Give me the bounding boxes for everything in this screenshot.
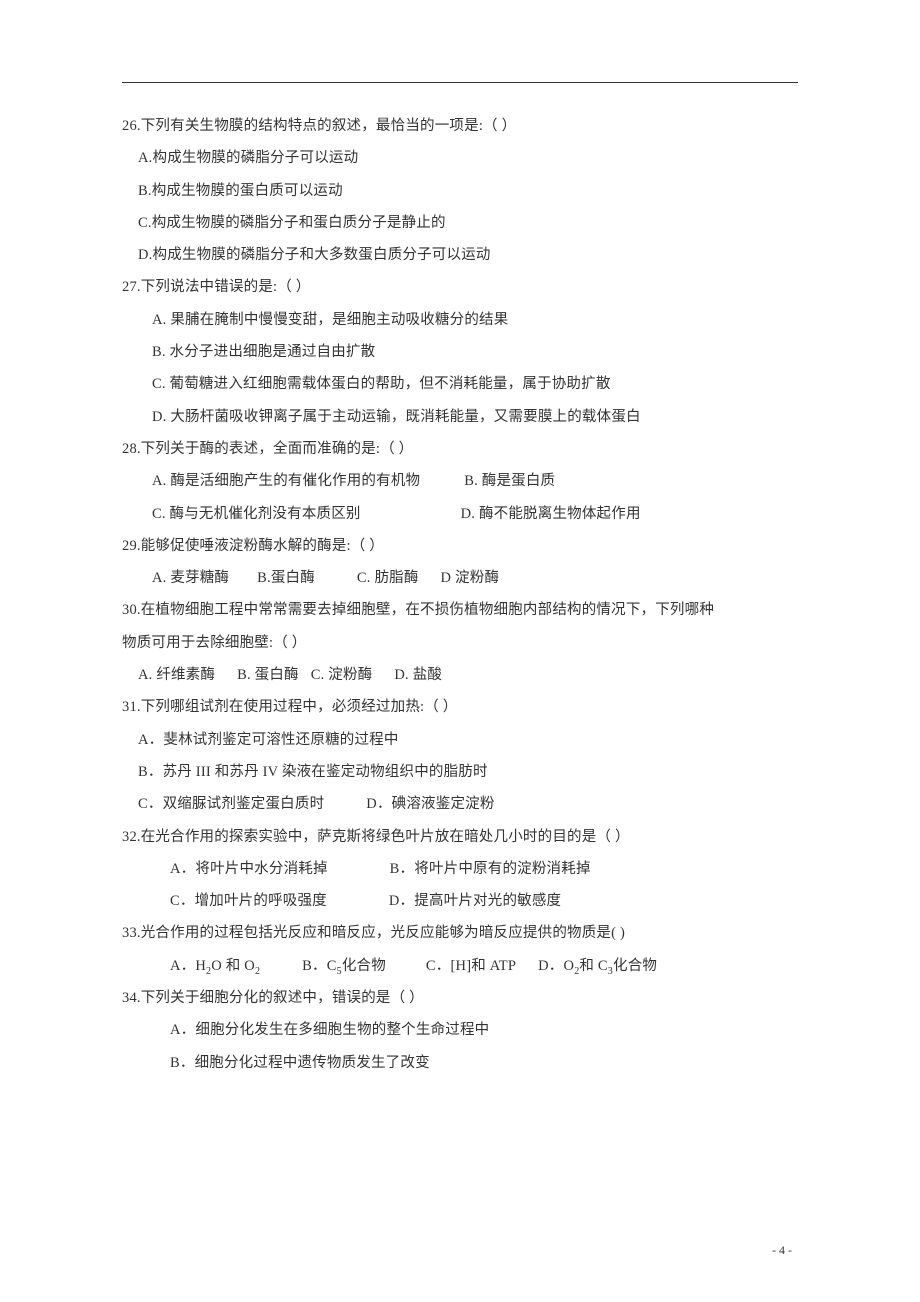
q33-opts: A．H2O 和 O2 B．C5化合物 C．[H]和 ATP D．O2和 C3化合物 bbox=[122, 959, 798, 974]
q26-opt-a: A.构成生物膜的磷脂分子可以运动 bbox=[122, 151, 798, 166]
q29-opts: A. 麦芽糖酶 B.蛋白酶 C. 肪脂酶 D 淀粉酶 bbox=[122, 571, 798, 586]
q27-stem: 27.下列说法中错误的是:（ ） bbox=[122, 280, 798, 295]
q27-opt-b: B. 水分子进出细胞是通过自由扩散 bbox=[122, 345, 798, 360]
q26-opt-d: D.构成生物膜的磷脂分子和大多数蛋白质分子可以运动 bbox=[122, 248, 798, 263]
q27-opt-a: A. 果脯在腌制中慢慢变甜，是细胞主动吸收糖分的结果 bbox=[122, 313, 798, 328]
q32-opt-cd: C．增加叶片的呼吸强度 D．提高叶片对光的敏感度 bbox=[122, 894, 798, 909]
q30-stem-2: 物质可用于去除细胞壁:（ ） bbox=[122, 636, 798, 651]
q32-opt-a: A．将叶片中水分消耗掉 bbox=[170, 861, 328, 877]
q28-stem: 28.下列关于酶的表述，全面而准确的是:（ ） bbox=[122, 442, 798, 457]
q31-opt-d: D．碘溶液鉴定淀粉 bbox=[366, 796, 494, 812]
page-number: - 4 - bbox=[772, 1243, 792, 1258]
q31-opt-b: B．苏丹 III 和苏丹 IV 染液在鉴定动物组织中的脂肪时 bbox=[122, 765, 798, 780]
q29-stem: 29.能够促使唾液淀粉酶水解的酶是:（ ） bbox=[122, 539, 798, 554]
q28-opt-ab: A. 酶是活细胞产生的有催化作用的有机物 B. 酶是蛋白质 bbox=[122, 474, 798, 489]
q33-stem: 33.光合作用的过程包括光反应和暗反应，光反应能够为暗反应提供的物质是( ) bbox=[122, 926, 798, 941]
q29-opt-b: B.蛋白酶 bbox=[257, 570, 315, 586]
q27-opt-c: C. 葡萄糖进入红细胞需载体蛋白的帮助，但不消耗能量，属于协助扩散 bbox=[122, 377, 798, 392]
q31-opt-a: A．斐林试剂鉴定可溶性还原糖的过程中 bbox=[122, 733, 798, 748]
q30-opt-b: B. 蛋白酶 bbox=[237, 667, 299, 683]
q32-opt-ab: A．将叶片中水分消耗掉 B．将叶片中原有的淀粉消耗掉 bbox=[122, 862, 798, 877]
top-rule bbox=[122, 82, 798, 83]
q33-opt-b: B．C5化合物 bbox=[302, 958, 386, 974]
q30-opts: A. 纤维素酶 B. 蛋白酶 C. 淀粉酶 D. 盐酸 bbox=[122, 668, 798, 683]
q34-opt-a: A．细胞分化发生在多细胞生物的整个生命过程中 bbox=[122, 1023, 798, 1038]
q27-opt-d: D. 大肠杆菌吸收钾离子属于主动运输，既消耗能量，又需要膜上的载体蛋白 bbox=[122, 410, 798, 425]
q32-opt-b: B．将叶片中原有的淀粉消耗掉 bbox=[390, 861, 591, 877]
q26-stem: 26.下列有关生物膜的结构特点的叙述，最恰当的一项是:（ ） bbox=[122, 119, 798, 134]
q29-opt-c: C. 肪脂酶 bbox=[357, 570, 419, 586]
q26-opt-b: B.构成生物膜的蛋白质可以运动 bbox=[122, 184, 798, 199]
q30-stem-1: 30.在植物细胞工程中常常需要去掉细胞壁，在不损伤植物细胞内部结构的情况下，下列… bbox=[122, 603, 798, 618]
q29-opt-d: D 淀粉酶 bbox=[441, 570, 500, 586]
q33-opt-d: D．O2和 C3化合物 bbox=[538, 958, 657, 974]
q26-opt-c: C.构成生物膜的磷脂分子和蛋白质分子是静止的 bbox=[122, 216, 798, 231]
q30-opt-c: C. 淀粉酶 bbox=[311, 667, 373, 683]
q28-opt-d: D. 酶不能脱离生物体起作用 bbox=[461, 506, 641, 522]
q31-opt-cd: C．双缩脲试剂鉴定蛋白质时 D．碘溶液鉴定淀粉 bbox=[122, 797, 798, 812]
q29-opt-a: A. 麦芽糖酶 bbox=[152, 570, 229, 586]
q32-opt-d: D．提高叶片对光的敏感度 bbox=[389, 893, 561, 909]
q33-opt-c: C．[H]和 ATP bbox=[426, 958, 516, 974]
q28-opt-cd: C. 酶与无机催化剂没有本质区别 D. 酶不能脱离生物体起作用 bbox=[122, 507, 798, 522]
q28-opt-b: B. 酶是蛋白质 bbox=[464, 473, 555, 489]
q34-opt-b: B．细胞分化过程中遗传物质发生了改变 bbox=[122, 1056, 798, 1071]
q32-opt-c: C．增加叶片的呼吸强度 bbox=[170, 893, 327, 909]
q31-opt-c: C．双缩脲试剂鉴定蛋白质时 bbox=[138, 796, 324, 812]
q30-opt-d: D. 盐酸 bbox=[394, 667, 442, 683]
q28-opt-c: C. 酶与无机催化剂没有本质区别 bbox=[152, 506, 361, 522]
page-content: 26.下列有关生物膜的结构特点的叙述，最恰当的一项是:（ ） A.构成生物膜的磷… bbox=[122, 82, 798, 1088]
q33-opt-a: A．H2O 和 O2 bbox=[170, 958, 260, 974]
q32-stem: 32.在光合作用的探索实验中，萨克斯将绿色叶片放在暗处几小时的目的是（ ） bbox=[122, 830, 798, 845]
q34-stem: 34.下列关于细胞分化的叙述中，错误的是（ ） bbox=[122, 991, 798, 1006]
q28-opt-a: A. 酶是活细胞产生的有催化作用的有机物 bbox=[152, 473, 420, 489]
q30-opt-a: A. 纤维素酶 bbox=[138, 667, 215, 683]
q31-stem: 31.下列哪组试剂在使用过程中，必须经过加热:（ ） bbox=[122, 700, 798, 715]
